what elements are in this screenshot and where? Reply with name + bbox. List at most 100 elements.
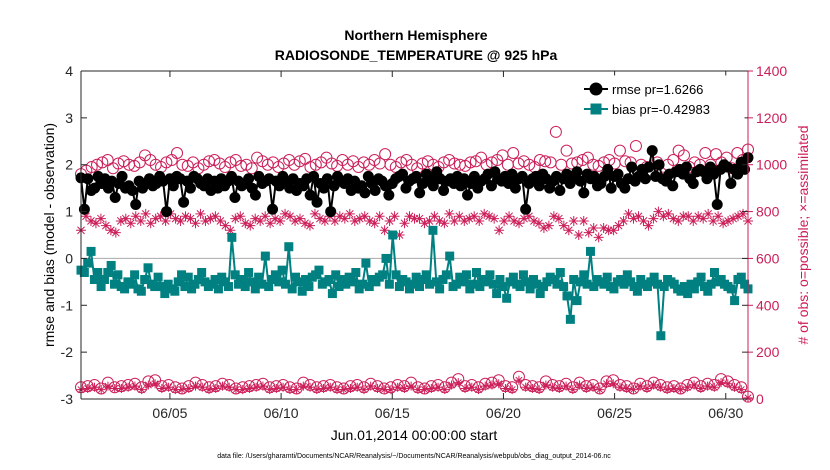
- y-tick-label: -1: [61, 297, 74, 313]
- assimilated-low-marker: [602, 379, 612, 389]
- assimilated-obs-marker: [578, 215, 589, 226]
- bias-marker: [525, 284, 535, 294]
- bias-marker: [270, 270, 280, 280]
- chart-subtitle: RADIOSONDE_TEMPERATURE @ 925 hPa: [275, 47, 558, 63]
- assimilated-low-marker: [372, 383, 382, 393]
- assimilated-obs-marker: [105, 225, 116, 236]
- assimilated-obs-marker: [698, 213, 709, 224]
- bias-marker: [656, 331, 666, 341]
- bias-marker: [472, 267, 482, 277]
- bias-marker: [438, 275, 448, 285]
- y-tick-label: -3: [61, 391, 74, 407]
- assimilated-obs-marker: [424, 215, 435, 226]
- assimilated-obs-marker: [295, 213, 306, 224]
- assimilated-low-marker: [231, 385, 241, 395]
- assimilated-obs-marker: [723, 215, 734, 226]
- rmse-marker: [397, 168, 409, 180]
- assimilated-obs-marker: [519, 213, 530, 224]
- bias-marker: [435, 284, 445, 294]
- assimilated-obs-marker: [200, 215, 211, 226]
- assimilated-low-marker: [177, 385, 187, 395]
- assimilated-low-marker: [137, 385, 147, 395]
- assimilated-obs-marker: [280, 208, 291, 219]
- possible-obs-marker: [539, 155, 552, 168]
- rmse-series-group: [75, 145, 754, 218]
- bias-marker: [411, 272, 421, 282]
- assimilated-obs-marker: [454, 211, 465, 222]
- assimilated-obs-marker: [509, 215, 520, 226]
- bias-marker: [351, 267, 361, 277]
- legend-box: [579, 75, 745, 123]
- assimilated-low-marker: [494, 379, 504, 389]
- bias-marker: [482, 277, 492, 287]
- bias-marker: [572, 296, 582, 306]
- assimilated-obs-marker: [469, 211, 480, 222]
- bias-marker: [515, 282, 525, 292]
- bias-marker: [451, 279, 461, 289]
- bias-marker: [120, 284, 130, 294]
- assimilated-obs-marker: [230, 213, 241, 224]
- rmse-marker: [612, 168, 624, 180]
- assimilated-obs-marker: [285, 211, 296, 222]
- x-tick-label: 06/05: [152, 405, 187, 421]
- bias-marker: [421, 270, 431, 280]
- assimilated-obs-marker: [713, 211, 724, 222]
- bias-marker: [230, 270, 240, 280]
- legend: rmse pr=1.6266 bias pr=-0.42983: [579, 75, 745, 123]
- rmse-marker: [369, 184, 381, 196]
- assimilated-low-marker: [123, 382, 133, 392]
- assimilated-low-marker: [527, 383, 537, 393]
- rmse-marker: [427, 180, 439, 192]
- bias-marker: [244, 267, 254, 277]
- bias-marker: [197, 267, 207, 277]
- bias-marker: [371, 277, 381, 287]
- assimilated-obs-marker: [210, 211, 221, 222]
- assimilated-obs-marker: [364, 215, 375, 226]
- assimilated-obs-marker: [533, 218, 544, 229]
- bias-marker: [518, 270, 528, 280]
- assimilated-low-marker: [110, 383, 120, 393]
- assimilated-low-marker: [345, 383, 355, 393]
- assimilated-obs-marker: [309, 208, 320, 219]
- assimilated-obs-marker: [528, 215, 539, 226]
- assimilated-obs-marker: [708, 215, 719, 226]
- assimilated-obs-marker: [110, 227, 121, 238]
- bias-marker: [726, 284, 736, 294]
- bias-marker: [455, 272, 465, 282]
- rmse-marker: [304, 189, 316, 201]
- possible-obs-marker: [379, 148, 392, 161]
- bias-marker: [291, 272, 301, 282]
- bias-marker: [93, 267, 103, 277]
- bias-marker: [301, 275, 311, 285]
- bias-marker: [86, 246, 96, 256]
- assimilated-obs-marker: [553, 213, 564, 224]
- bias-marker: [716, 275, 726, 285]
- bias-marker: [311, 270, 321, 280]
- rmse-marker: [126, 184, 138, 196]
- rmse-marker: [516, 170, 528, 182]
- assimilated-obs-marker: [489, 213, 500, 224]
- bias-marker: [522, 277, 532, 287]
- bias-marker: [327, 289, 337, 299]
- possible-obs-marker: [85, 161, 98, 174]
- bias-marker: [653, 279, 663, 289]
- assimilated-obs-marker: [150, 213, 161, 224]
- bias-marker: [83, 258, 93, 268]
- bias-marker: [304, 282, 314, 292]
- bias-marker: [401, 277, 411, 287]
- assimilated-obs-marker: [344, 208, 355, 219]
- assimilated-obs-marker: [618, 215, 629, 226]
- bias-marker: [549, 275, 559, 285]
- assimilated-obs-marker: [314, 213, 325, 224]
- assimilated-obs-marker: [633, 211, 644, 222]
- assimilated-low-marker: [319, 383, 329, 393]
- chart-title: Northern Hemisphere: [344, 27, 487, 43]
- bias-marker: [461, 270, 471, 280]
- rmse-marker: [639, 173, 651, 185]
- bias-marker: [193, 275, 203, 285]
- bias-marker: [555, 267, 565, 277]
- bias-marker: [579, 270, 589, 280]
- assimilated-obs-marker: [170, 213, 181, 224]
- bias-marker: [227, 232, 237, 242]
